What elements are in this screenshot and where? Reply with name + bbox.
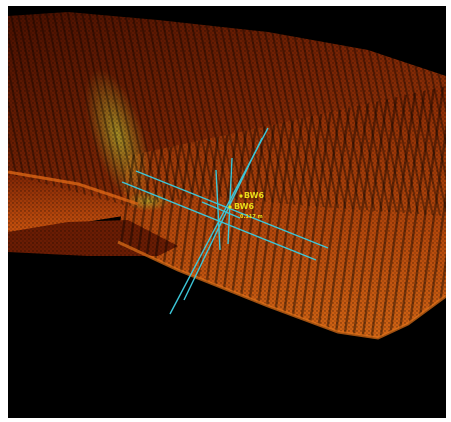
cross-line-diagonal-2[interactable] xyxy=(183,137,263,301)
marker-points xyxy=(228,194,243,209)
measurement-value-label: 0.117 m xyxy=(240,214,263,220)
measurement-overlay[interactable] xyxy=(121,127,329,315)
point-cloud-viewport[interactable]: BW6 BW6 0.117 m xyxy=(8,6,446,418)
marker-point-1 xyxy=(239,194,243,198)
point-cloud xyxy=(8,6,446,346)
cross-line-vertical-2[interactable] xyxy=(227,157,233,245)
marker-label-1: BW6 xyxy=(244,191,264,200)
cross-line-short[interactable] xyxy=(201,201,241,219)
marker-label-2: BW6 xyxy=(234,202,254,211)
point-cloud-canvas[interactable]: BW6 BW6 0.117 m xyxy=(8,6,446,418)
cross-line-vertical-1[interactable] xyxy=(215,169,221,251)
marker-point-2 xyxy=(228,205,232,209)
cross-line-horizontal-1[interactable] xyxy=(135,170,329,249)
